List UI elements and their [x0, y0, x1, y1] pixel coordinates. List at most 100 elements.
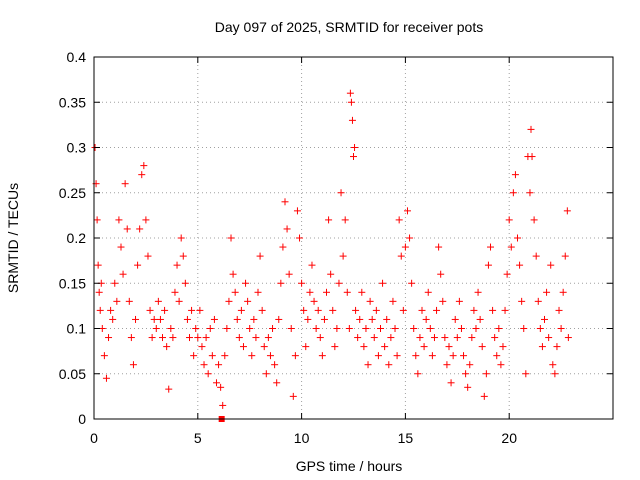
data-point — [351, 144, 359, 151]
data-point — [289, 392, 297, 400]
data-point — [472, 325, 480, 332]
data-point — [252, 334, 260, 342]
data-point — [200, 361, 208, 369]
data-point — [516, 261, 524, 269]
data-point — [223, 325, 231, 332]
data-point — [212, 379, 220, 387]
data-point — [327, 270, 335, 278]
data-point — [455, 297, 463, 305]
data-point — [381, 343, 389, 351]
data-point — [522, 370, 530, 378]
data-point — [343, 288, 351, 296]
data-point — [527, 125, 535, 133]
data-point — [233, 315, 241, 323]
data-point — [555, 306, 563, 314]
data-point — [563, 207, 571, 215]
data-point — [449, 352, 457, 360]
data-point — [254, 288, 262, 296]
data-point — [95, 288, 103, 296]
data-point — [94, 261, 102, 269]
data-point — [497, 361, 505, 369]
data-point — [119, 270, 127, 278]
y-tick-label: 0.35 — [59, 94, 86, 110]
data-point — [499, 343, 507, 351]
data-point — [239, 343, 247, 351]
data-point — [177, 234, 185, 242]
data-point — [173, 261, 181, 269]
data-point — [464, 383, 472, 391]
data-point — [246, 325, 254, 332]
data-point — [225, 297, 233, 305]
data-point — [100, 352, 108, 360]
data-point — [256, 252, 264, 260]
data-point — [194, 334, 202, 342]
data-point — [127, 334, 135, 342]
data-point — [248, 352, 256, 360]
data-point — [341, 216, 349, 224]
data-point — [262, 370, 270, 378]
data-point — [557, 325, 565, 332]
data-point — [352, 306, 360, 314]
data-point — [316, 334, 324, 342]
data-point — [397, 252, 405, 260]
data-point — [323, 288, 331, 296]
data-point — [221, 352, 229, 360]
data-point — [443, 361, 451, 369]
data-point — [518, 297, 526, 305]
data-point — [329, 306, 337, 314]
data-point — [437, 270, 445, 278]
data-point — [489, 306, 497, 314]
data-point — [293, 207, 301, 215]
data-point — [370, 334, 378, 342]
data-point — [192, 325, 200, 332]
data-point — [105, 334, 113, 342]
data-point — [333, 325, 341, 332]
data-point — [462, 370, 470, 378]
data-point — [530, 216, 538, 224]
data-point — [526, 189, 534, 197]
data-point — [350, 153, 357, 161]
data-point — [460, 352, 468, 360]
data-point — [308, 261, 316, 269]
data-point — [391, 325, 399, 332]
data-point — [478, 343, 486, 351]
data-point — [215, 361, 223, 369]
data-point — [528, 153, 536, 161]
data-point — [115, 216, 123, 224]
data-point — [111, 279, 119, 287]
data-point — [152, 325, 160, 332]
data-point — [181, 279, 189, 287]
data-point — [435, 243, 443, 251]
x-tick-label: 10 — [294, 430, 310, 446]
data-point — [511, 171, 519, 179]
data-point — [418, 306, 426, 314]
data-point — [138, 171, 146, 179]
data-point — [540, 315, 548, 323]
data-point — [302, 343, 310, 351]
data-point — [358, 288, 366, 296]
y-tick-label: 0.1 — [67, 321, 87, 337]
data-point — [310, 297, 318, 305]
data-point — [379, 279, 387, 287]
data-point — [564, 334, 572, 342]
data-point — [219, 401, 227, 409]
data-point — [491, 334, 499, 342]
data-point — [283, 225, 291, 233]
x-tick-label: 15 — [398, 430, 414, 446]
data-point — [520, 325, 528, 332]
data-point — [426, 325, 434, 332]
data-point — [551, 370, 559, 378]
data-point — [312, 325, 320, 332]
y-tick-label: 0.4 — [67, 49, 87, 65]
data-point — [244, 297, 252, 305]
data-point — [134, 261, 142, 269]
data-point — [142, 216, 150, 224]
data-point — [300, 306, 308, 314]
data-point — [480, 392, 488, 400]
data-point — [374, 352, 382, 360]
data-point — [271, 361, 279, 369]
data-point — [202, 334, 210, 342]
axis-ticks — [93, 56, 613, 420]
data-point — [408, 279, 416, 287]
data-point — [175, 297, 183, 305]
